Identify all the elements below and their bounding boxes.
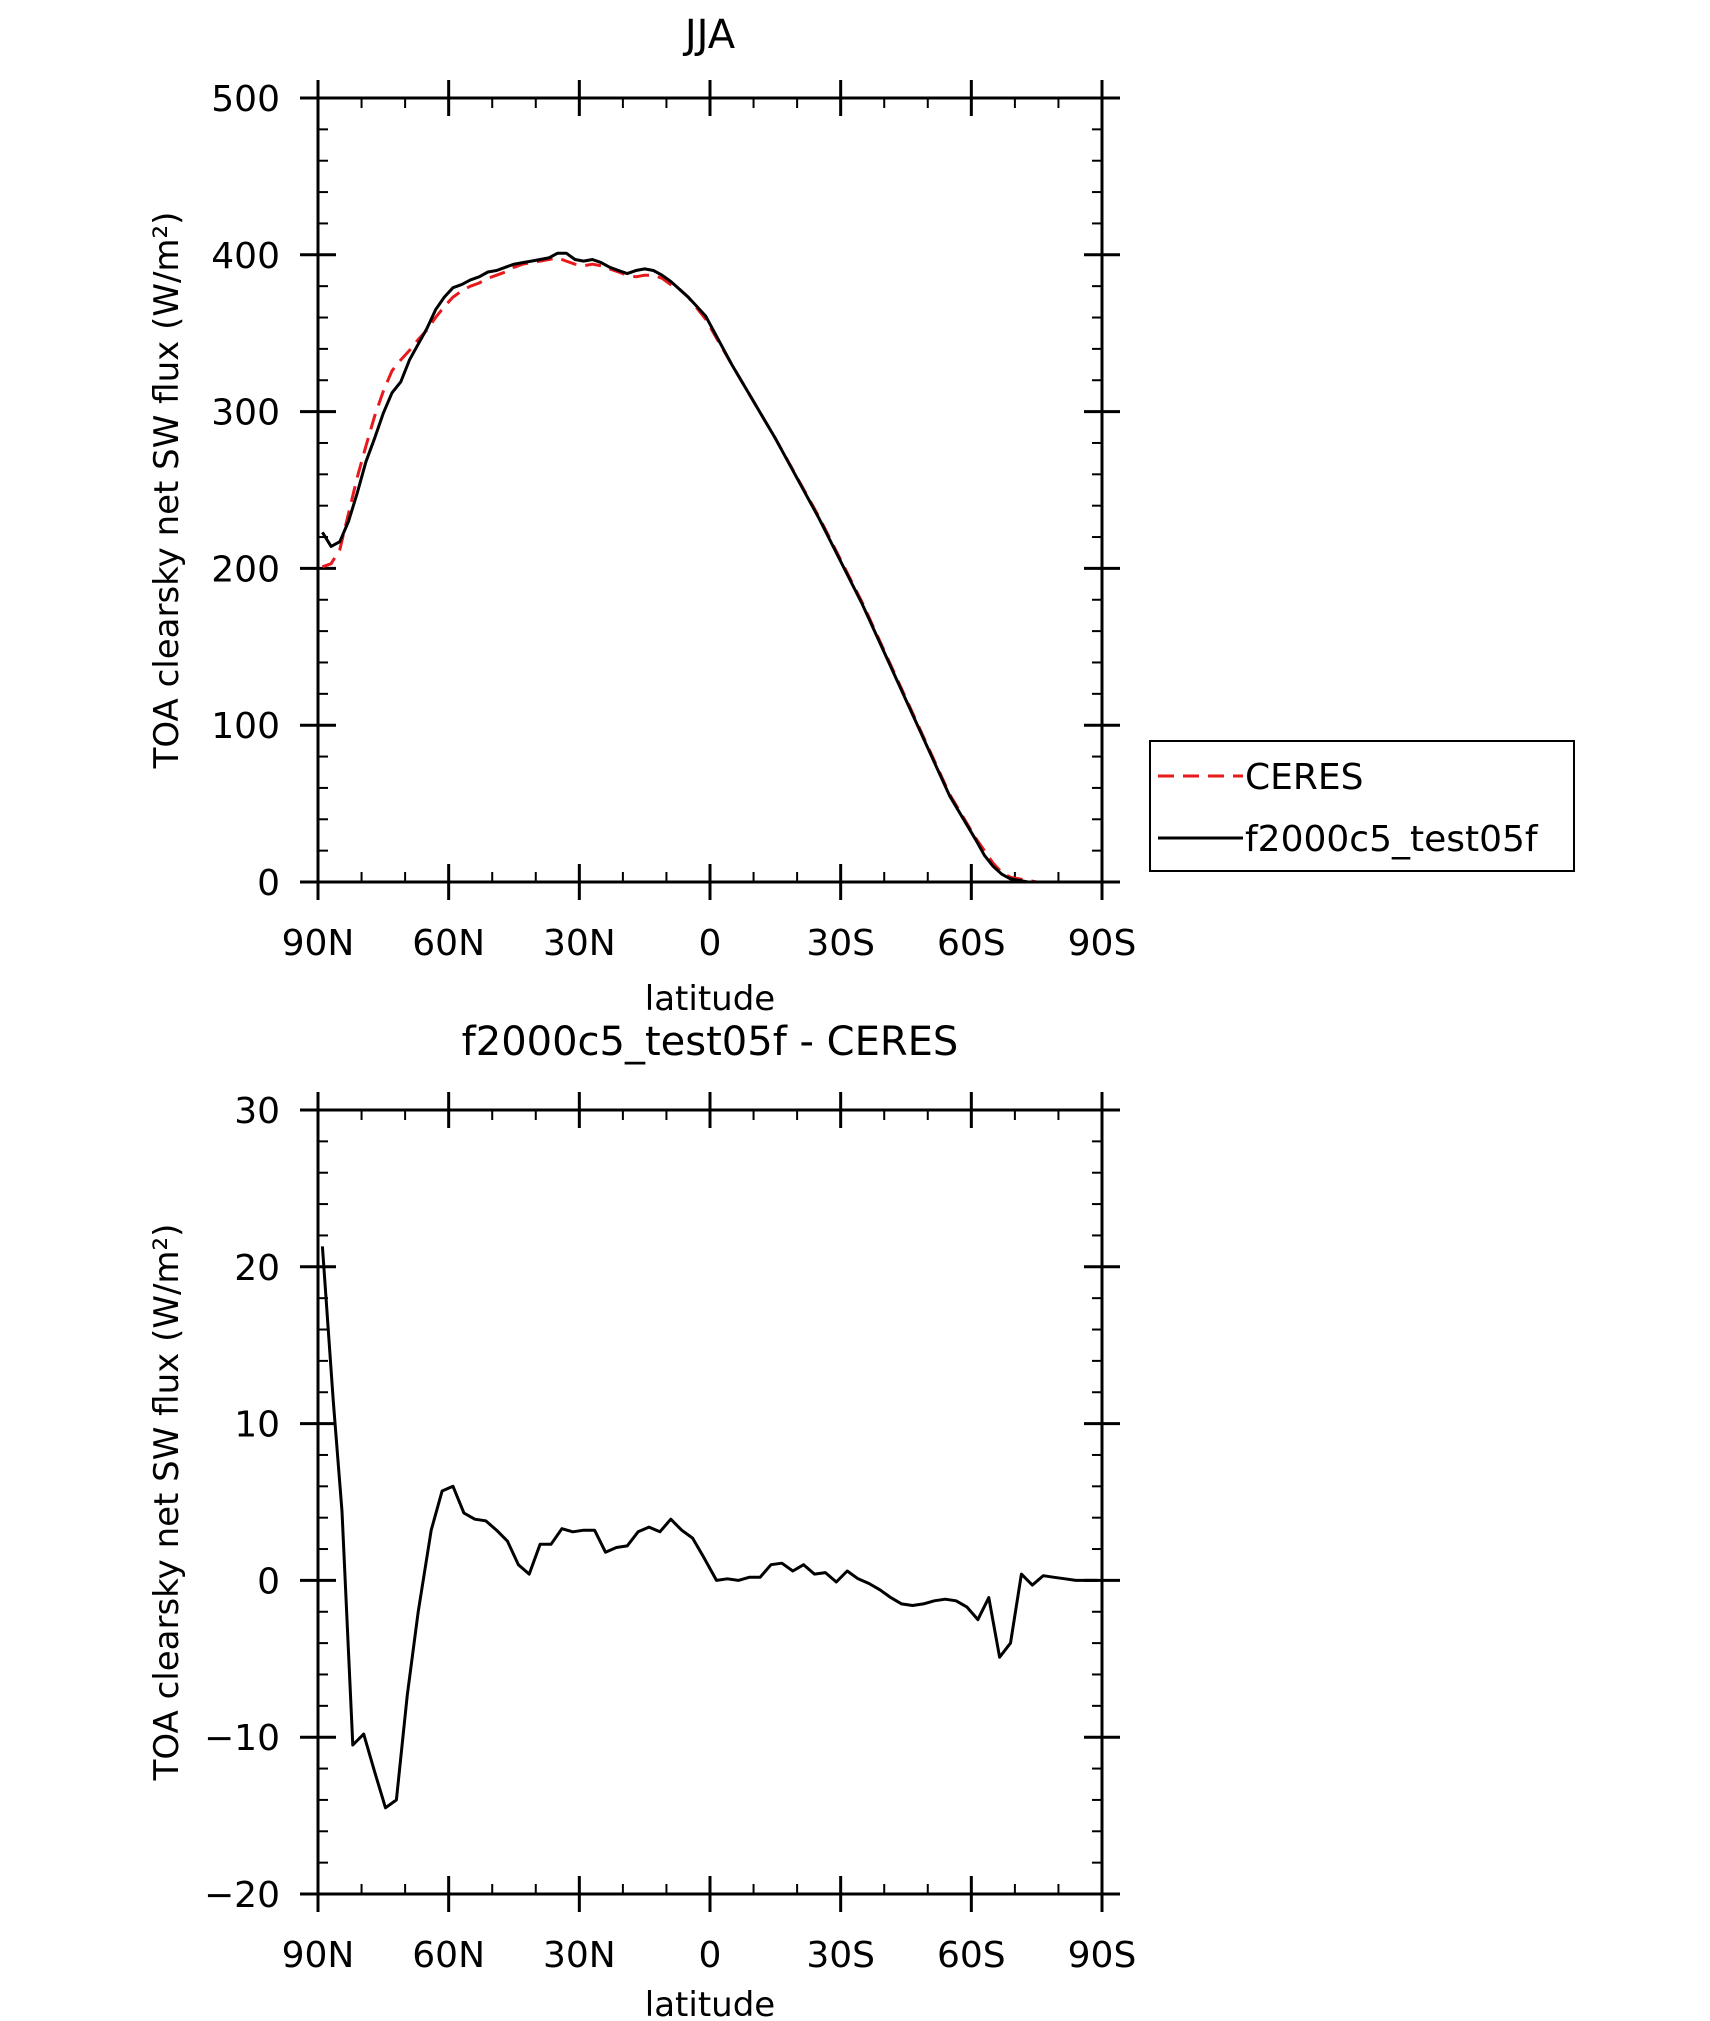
y-tick-label: 400 [211, 236, 280, 277]
x-tick-label: 30N [543, 1935, 616, 1976]
bottom-panel-difference: 90N 60N 30N 0 30S 60S 90S −20 −10 0 10 20 30 f2000c5_… [147, 1019, 1136, 2021]
legend-box [1149, 740, 1575, 872]
y-tick-label: 300 [211, 393, 280, 434]
y-axis-label: TOA clearsky net SW flux (W/m²) [147, 212, 187, 770]
x-tick-label: 60S [937, 1935, 1006, 1976]
x-tick-label: 30S [806, 923, 875, 964]
y-tick-label: 200 [211, 549, 280, 590]
y-tick-label: 10 [234, 1405, 280, 1446]
plot-frame [316, 1108, 1104, 1896]
x-tick-label: 90S [1068, 1935, 1137, 1976]
legend-label: f2000c5_test05f [1245, 819, 1539, 860]
y-axis-label: TOA clearsky net SW flux (W/m²) [147, 1224, 187, 1782]
x-tick-label: 90S [1068, 923, 1137, 964]
x-tick-label: 60N [412, 923, 485, 964]
series-line-f2000c5-test05f [321, 251, 1098, 884]
plot-frame [316, 96, 1104, 884]
series-line-difference [320, 1246, 1098, 1810]
x-tick-label: 60S [937, 923, 1006, 964]
legend-label: CERES [1245, 757, 1364, 798]
y-tick-label: 500 [211, 79, 280, 120]
y-tick-label: 20 [234, 1248, 280, 1289]
top-panel-jja: 90N 60N 30N 0 30S 60S 90S 0 100 200 300 400 500 JJA la… [147, 12, 1575, 1019]
y-tick-label: −20 [204, 1875, 280, 1916]
chart-title: JJA [682, 12, 736, 58]
chart-title: f2000c5_test05f - CERES [462, 1019, 959, 1065]
x-tick-label: 30N [543, 923, 616, 964]
y-tick-label: 0 [257, 1561, 280, 1602]
series-line-ceres [321, 256, 1098, 884]
x-tick-label: 0 [699, 923, 722, 964]
x-axis-label: latitude [645, 1985, 775, 2021]
y-tick-label: 100 [211, 706, 280, 747]
x-tick-label: 60N [412, 1935, 485, 1976]
x-tick-label: 90N [282, 923, 355, 964]
y-tick-label: −10 [204, 1718, 280, 1759]
x-tick-label: 90N [282, 1935, 355, 1976]
y-tick-label: 30 [234, 1091, 280, 1132]
x-tick-label: 30S [806, 1935, 875, 1976]
x-axis-label: latitude [645, 979, 775, 1019]
x-tick-label: 0 [699, 1935, 722, 1976]
y-tick-label: 0 [257, 863, 280, 904]
